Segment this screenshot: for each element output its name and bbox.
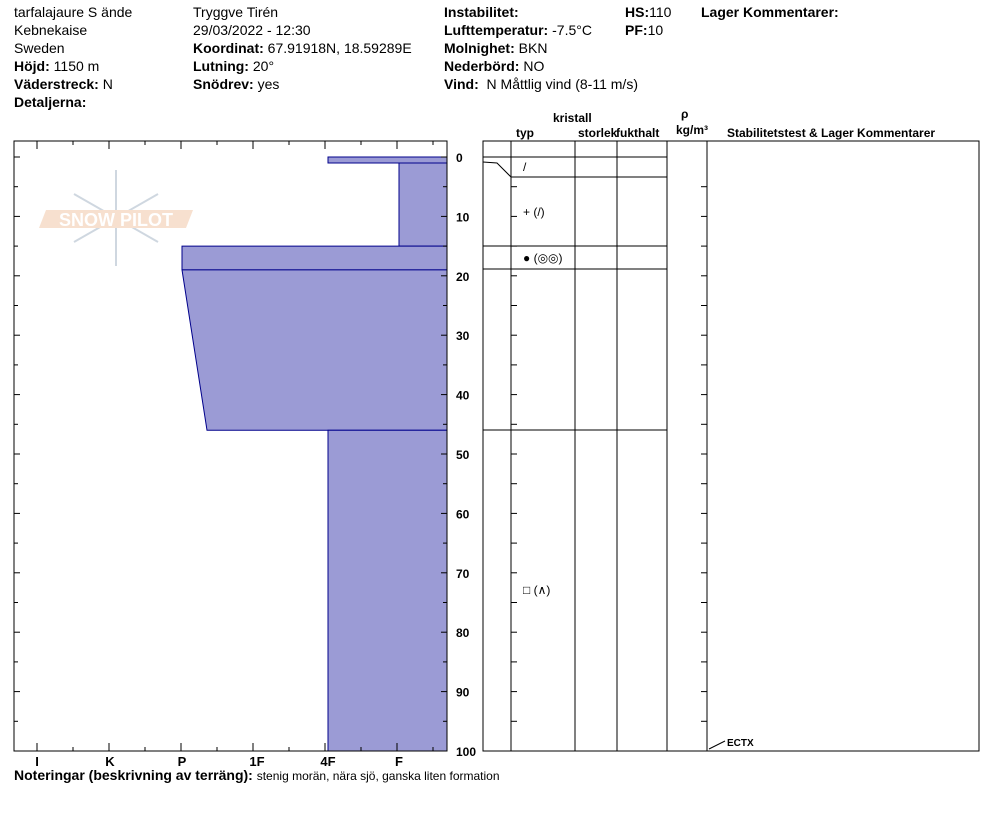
stability-test-label: ECTX bbox=[727, 738, 754, 749]
hardness-tick-label: F bbox=[395, 754, 403, 769]
test-arrow bbox=[708, 740, 726, 750]
hardness-tick-label: I bbox=[35, 754, 39, 769]
hardness-layer bbox=[327, 156, 448, 164]
hs: HS:110 bbox=[625, 3, 671, 21]
layer-comments-label: Lager Kommentarer: bbox=[701, 4, 839, 20]
notes-label: Noteringar (beskrivning av terräng): bbox=[14, 767, 253, 783]
hardness-tick-label: P bbox=[178, 754, 187, 769]
aspect-label: Väderstreck: bbox=[14, 76, 99, 92]
country: Sweden bbox=[14, 40, 65, 56]
precip-label: Nederbörd: bbox=[444, 58, 520, 74]
depth-tick-label: 0 bbox=[456, 151, 463, 165]
pf-label: PF: bbox=[625, 22, 648, 38]
depth-tick-label: 60 bbox=[456, 507, 470, 521]
wind-label: Vind: bbox=[444, 76, 479, 92]
drift-value: yes bbox=[257, 76, 280, 92]
depth-tick-label: 40 bbox=[456, 389, 470, 403]
depth-tick-label: 100 bbox=[456, 745, 476, 759]
aspect: Väderstreck: N bbox=[14, 75, 113, 93]
wind: Vind: N Måttlig vind (8-11 m/s) bbox=[444, 75, 638, 93]
slope: Lutning: 20° bbox=[193, 57, 274, 75]
size-header: storlek bbox=[578, 126, 618, 140]
observer: Tryggve Tirén bbox=[193, 4, 279, 20]
density-unit-header: kg/m³ bbox=[676, 123, 709, 137]
depth-tick-label: 10 bbox=[456, 210, 470, 224]
hardness-tick-label: 4F bbox=[320, 754, 335, 769]
hardness-tick-label: 1F bbox=[249, 754, 264, 769]
drift-label: Snödrev: bbox=[193, 76, 254, 92]
precip-value: NO bbox=[523, 58, 545, 74]
sky-label: Molnighet: bbox=[444, 40, 515, 56]
precip: Nederbörd: NO bbox=[444, 57, 544, 75]
grain-type: □ (∧) bbox=[523, 583, 550, 597]
hs-label: HS: bbox=[625, 4, 650, 20]
aspect-value: N bbox=[102, 76, 113, 92]
snow-drift: Snödrev: yes bbox=[193, 75, 279, 93]
airtemp-value: -7.5°C bbox=[552, 22, 592, 38]
wind-value: N Måttlig vind (8-11 m/s) bbox=[486, 76, 638, 92]
moisture-header: fukthalt bbox=[616, 126, 660, 140]
elevation: Höjd: 1150 m bbox=[14, 57, 99, 75]
depth-tick-label: 50 bbox=[456, 448, 470, 462]
notes-text: stenig morän, nära sjö, ganska liten for… bbox=[256, 769, 500, 783]
slope-value: 20° bbox=[252, 58, 275, 74]
details-label: Detaljerna: bbox=[14, 94, 87, 110]
coord-label: Koordinat: bbox=[193, 40, 264, 56]
instability-label: Instabilitet: bbox=[444, 4, 519, 20]
hs-value: 110 bbox=[649, 4, 672, 20]
type-header: typ bbox=[516, 126, 534, 140]
datetime: 29/03/2022 - 12:30 bbox=[193, 22, 311, 38]
depth-tick-label: 70 bbox=[456, 567, 470, 581]
coord-value: 67.91918N, 18.59289E bbox=[267, 40, 412, 56]
depth-tick-label: 30 bbox=[456, 329, 470, 343]
svg-text:SNOW PILOT: SNOW PILOT bbox=[59, 210, 173, 230]
hardness-layer bbox=[181, 245, 448, 271]
layer-connector bbox=[482, 161, 512, 178]
snowpilot-logo: SNOW PILOT bbox=[39, 170, 193, 266]
layer-table-frame bbox=[482, 140, 980, 752]
hardness-layer bbox=[181, 269, 448, 431]
airtemp-label: Lufttemperatur: bbox=[444, 22, 549, 38]
rho-header: ρ bbox=[681, 107, 689, 121]
sky-value: BKN bbox=[518, 40, 548, 56]
air-temp: Lufttemperatur: -7.5°C bbox=[444, 21, 592, 39]
elevation-value: 1150 m bbox=[53, 58, 100, 74]
depth-tick-label: 20 bbox=[456, 270, 470, 284]
plot-frame bbox=[13, 140, 448, 752]
hardness-layer bbox=[398, 162, 448, 247]
grain-type: ● (◎◎) bbox=[523, 251, 563, 265]
grain-type: + (/) bbox=[523, 205, 545, 219]
crystal-header: kristall bbox=[553, 111, 592, 125]
coordinates: Koordinat: 67.91918N, 18.59289E bbox=[193, 39, 412, 57]
depth-tick-label: 80 bbox=[456, 626, 470, 640]
depth-tick-label: 90 bbox=[456, 686, 470, 700]
stability-header: Stabilitetstest & Lager Kommentarer bbox=[727, 126, 936, 140]
pf-value: 10 bbox=[647, 22, 664, 38]
grain-type: / bbox=[523, 160, 527, 174]
sky: Molnighet: BKN bbox=[444, 39, 547, 57]
hardness-tick-label: K bbox=[105, 754, 115, 769]
hardness-layer bbox=[327, 429, 448, 752]
location: tarfalajaure S ände bbox=[14, 4, 133, 20]
area: Kebnekaise bbox=[14, 22, 88, 38]
pf: PF:10 bbox=[625, 21, 663, 39]
elevation-label: Höjd: bbox=[14, 58, 50, 74]
notes: Noteringar (beskrivning av terräng): ste… bbox=[14, 766, 500, 785]
slope-label: Lutning: bbox=[193, 58, 249, 74]
